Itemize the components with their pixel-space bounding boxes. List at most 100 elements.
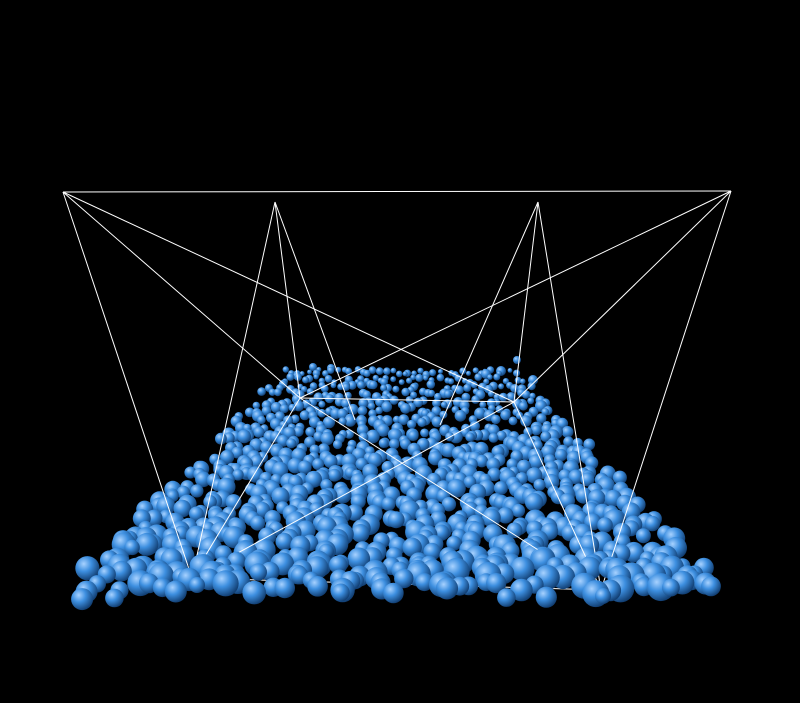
particle-sphere (527, 397, 534, 404)
particle-sphere (536, 587, 557, 608)
particle-sphere (400, 403, 411, 414)
particle-sphere (562, 426, 574, 438)
particle-sphere (363, 370, 370, 377)
particle-sphere (250, 563, 267, 580)
particle-sphere (286, 438, 296, 448)
particle-sphere (520, 379, 526, 385)
particle-sphere (302, 376, 309, 383)
particle-sphere (429, 369, 436, 376)
particle-sphere (479, 401, 486, 408)
particle-sphere (531, 425, 542, 436)
particle-sphere (391, 368, 397, 374)
particle-sphere (436, 577, 458, 599)
particle-sphere (389, 439, 400, 450)
particle-sphere (491, 415, 501, 425)
particle-sphere (662, 579, 680, 597)
particle-sphere (448, 378, 454, 384)
particle-sphere (307, 370, 312, 375)
particle-sphere (333, 440, 342, 449)
particle-sphere (300, 410, 310, 420)
particle-sphere (190, 484, 203, 497)
particle-sphere (420, 429, 429, 438)
particle-sphere (509, 417, 518, 426)
particle-sphere (415, 374, 423, 382)
particle-sphere (636, 528, 651, 543)
particle-sphere (382, 497, 396, 511)
particle-sphere (487, 374, 493, 380)
particle-sphere (466, 371, 471, 376)
particle-sphere (645, 516, 660, 531)
particle-sphere (597, 517, 613, 533)
particle-sphere (257, 416, 266, 425)
particle-sphere (493, 374, 500, 381)
particle-sphere (275, 578, 295, 598)
particle-sphere (213, 570, 239, 596)
particle-sphere (165, 581, 187, 603)
particle-sphere (392, 386, 399, 393)
particle-sphere (508, 368, 513, 373)
particle-sphere (437, 374, 445, 382)
particle-sphere (381, 401, 392, 412)
particle-sphere (379, 438, 389, 448)
particle-sphere (401, 388, 409, 396)
particle-sphere (325, 375, 333, 383)
particle-sphere (408, 430, 419, 441)
particle-sphere (351, 524, 369, 542)
particle-sphere (444, 390, 452, 398)
particle-sphere (528, 382, 536, 390)
particle-sphere (253, 427, 264, 438)
particle-sphere (313, 374, 318, 379)
particle-sphere (500, 410, 510, 420)
particle-sphere (388, 511, 405, 528)
particle-sphere (369, 381, 378, 390)
particle-sphere (105, 589, 124, 608)
particle-sphere (396, 371, 403, 378)
particle-sphere (307, 576, 328, 597)
particle-sphere (237, 430, 251, 444)
particle-sphere (242, 581, 266, 605)
particle-sphere (534, 479, 546, 491)
particle-sphere (494, 481, 508, 495)
particle-sphere (441, 401, 448, 408)
particle-sphere (525, 493, 543, 511)
particle-sphere (328, 469, 341, 482)
particle-sphere (332, 584, 350, 602)
particle-sphere (512, 504, 525, 517)
particle-sphere (407, 420, 416, 429)
particle-sphere (390, 376, 396, 382)
particle-sphere (253, 402, 260, 409)
particle-sphere (595, 588, 611, 604)
particle-sphere (471, 395, 480, 404)
particle-sphere (447, 479, 466, 498)
particle-sphere (470, 421, 480, 431)
particle-sphere (438, 369, 443, 374)
particle-sphere (383, 367, 391, 375)
particle-sphere (463, 384, 471, 392)
particle-sphere (286, 373, 294, 381)
particle-sphere (406, 378, 412, 384)
particle-sphere (428, 390, 435, 397)
particle-sphere (257, 387, 266, 396)
particle-sphere (498, 383, 504, 389)
particle-sphere (399, 379, 405, 385)
particle-sphere (215, 433, 227, 445)
particle-sphere (376, 367, 384, 375)
particle-sphere (455, 410, 467, 422)
particle-sphere (383, 583, 404, 604)
particle-sphere (513, 370, 520, 377)
particle-sphere (276, 533, 293, 550)
particle-sphere (519, 402, 528, 411)
particle-sphere (455, 385, 464, 394)
particle-sphere (473, 367, 479, 373)
particle-sphere (555, 449, 568, 462)
particle-sphere (339, 417, 347, 425)
particle-sphere (522, 390, 531, 399)
particle-sphere (357, 381, 365, 389)
particle-sphere (489, 433, 499, 443)
particle-sphere (403, 371, 408, 376)
particle-sphere (465, 432, 474, 441)
particle-sphere (274, 388, 282, 396)
particle-sphere (427, 380, 436, 389)
